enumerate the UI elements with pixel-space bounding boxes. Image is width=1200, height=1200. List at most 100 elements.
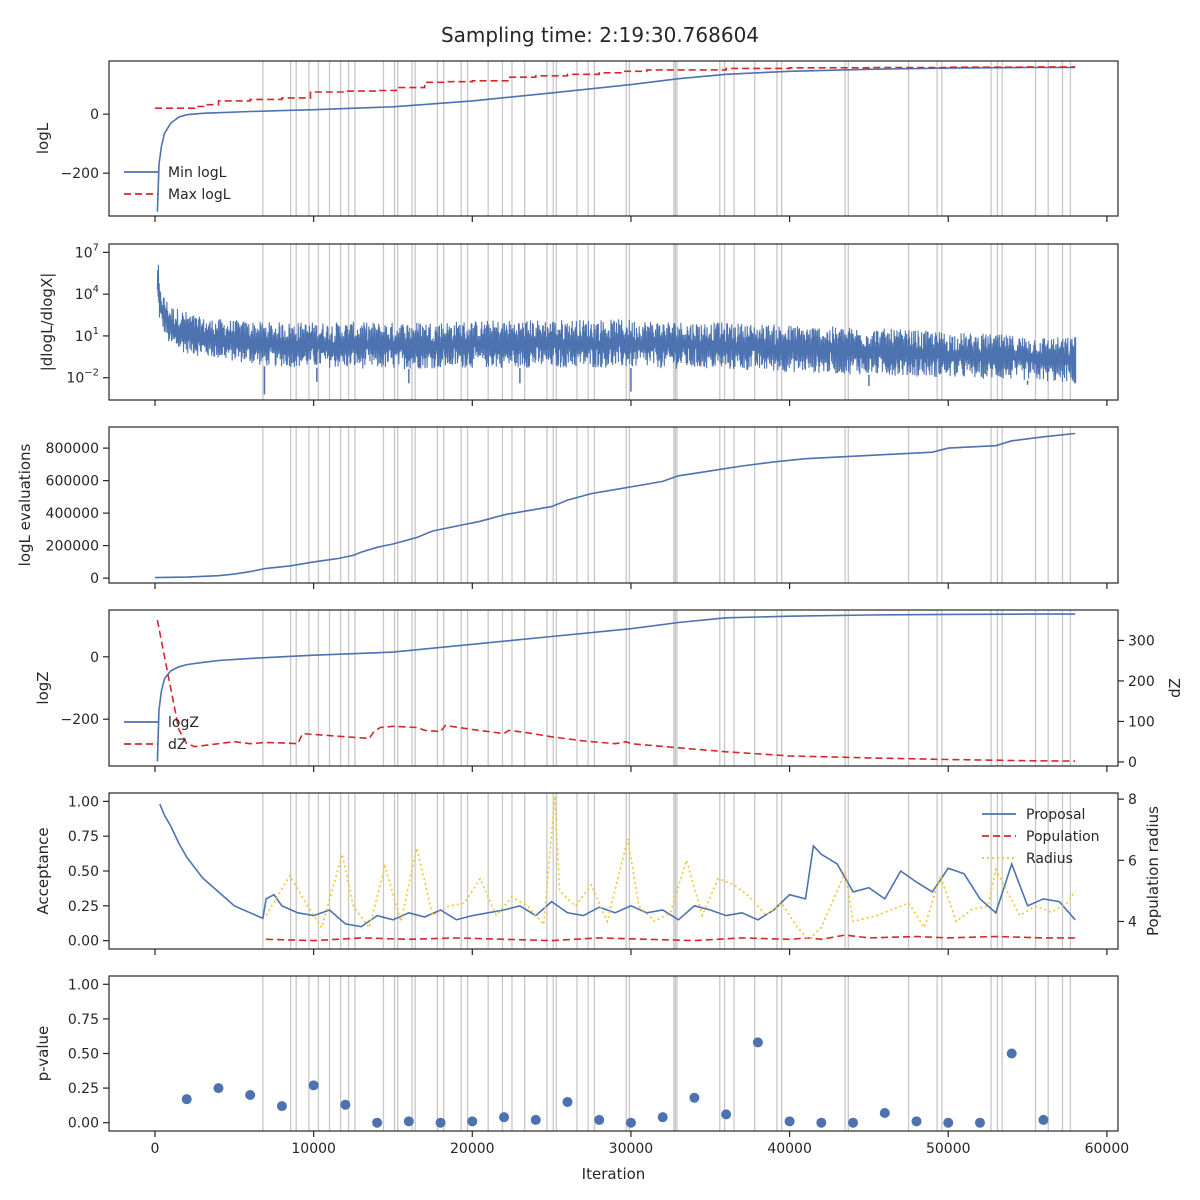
y-tick-label: 0 bbox=[90, 107, 99, 123]
panel-logz: 0 −200 logZ 0 100 200 300 dZ logZ dZ bbox=[34, 609, 1184, 772]
series-line-proposal bbox=[159, 803, 1076, 928]
y-tick-label: 800000 bbox=[46, 441, 99, 457]
vertical-markers bbox=[262, 244, 1072, 400]
legend-label: Population bbox=[1026, 829, 1100, 845]
y-tick-label: 101 bbox=[75, 326, 99, 345]
data-layer bbox=[156, 264, 1077, 395]
axes-frame bbox=[108, 426, 1119, 584]
data-point bbox=[816, 1117, 827, 1128]
data-point bbox=[879, 1108, 890, 1119]
y-right-tick-label: 0 bbox=[1128, 755, 1137, 771]
data-point bbox=[721, 1109, 732, 1120]
data-point bbox=[594, 1114, 605, 1125]
y-right-tick-label: 200 bbox=[1128, 674, 1155, 690]
legend: logZ dZ bbox=[124, 715, 199, 753]
data-layer bbox=[154, 432, 1076, 579]
y-tick-label: 0.75 bbox=[68, 1012, 99, 1028]
y-tick-label: 104 bbox=[75, 284, 99, 303]
data-point bbox=[403, 1116, 414, 1127]
panel-logl: 0 −200 logL Min logL Max logL bbox=[34, 60, 1119, 222]
data-point bbox=[911, 1116, 922, 1127]
x-tick-label: 50000 bbox=[926, 1141, 971, 1157]
y-axis-label: |dlogL/dlogX| bbox=[38, 273, 56, 372]
data-point bbox=[467, 1116, 478, 1127]
y-tick-label-exponent: 7 bbox=[93, 242, 99, 253]
axes-frame bbox=[108, 243, 1119, 401]
x-tick-label: 60000 bbox=[1085, 1141, 1130, 1157]
y-axis-label: Acceptance bbox=[34, 827, 52, 914]
series-line-nevals bbox=[154, 432, 1076, 579]
y-tick-label: 0.50 bbox=[68, 1047, 99, 1063]
legend-label: Max logL bbox=[168, 187, 231, 203]
data-point bbox=[943, 1117, 954, 1128]
y-tick-label-exponent: −2 bbox=[84, 368, 99, 379]
y-tick-label: 600000 bbox=[46, 474, 99, 490]
y-tick-label: 0.50 bbox=[68, 864, 99, 880]
data-point bbox=[435, 1117, 446, 1128]
x-tick-label: 40000 bbox=[767, 1141, 812, 1157]
data-layer bbox=[155, 66, 1076, 212]
data-point bbox=[340, 1099, 351, 1110]
vertical-markers bbox=[262, 427, 1072, 583]
y-tick-label-base: 10 bbox=[75, 245, 93, 261]
y-right-tick-label: 100 bbox=[1128, 714, 1155, 730]
data-point bbox=[848, 1117, 859, 1128]
y-tick-label: 0.25 bbox=[68, 1081, 99, 1097]
data-point bbox=[213, 1083, 224, 1094]
data-point bbox=[181, 1094, 192, 1105]
y-tick-label: 107 bbox=[75, 242, 99, 261]
series-line-max-logl bbox=[155, 66, 1076, 109]
y-tick-label: 10−2 bbox=[66, 368, 99, 387]
y-tick-label: 0.25 bbox=[68, 899, 99, 915]
data-point bbox=[499, 1112, 510, 1123]
data-point bbox=[752, 1037, 763, 1048]
y-tick-label: −200 bbox=[61, 166, 99, 182]
y-tick-label: 0 bbox=[90, 650, 99, 666]
x-tick-label: 0 bbox=[151, 1141, 160, 1157]
y-right-tick-label: 300 bbox=[1128, 633, 1155, 649]
y-tick-label: 1.00 bbox=[68, 794, 99, 810]
y-tick-label-exponent: 4 bbox=[93, 284, 99, 295]
y-right-tick-label: 6 bbox=[1128, 853, 1137, 869]
y-tick-label: 0 bbox=[90, 571, 99, 587]
data-point bbox=[308, 1080, 319, 1091]
vertical-markers bbox=[262, 793, 1072, 949]
series-line-population bbox=[266, 934, 1076, 942]
data-point bbox=[562, 1096, 573, 1107]
x-tick-label: 30000 bbox=[609, 1141, 654, 1157]
data-layer bbox=[181, 1037, 1049, 1128]
y-right-tick-label: 4 bbox=[1128, 914, 1137, 930]
data-point bbox=[784, 1116, 795, 1127]
y-tick-label-base: 10 bbox=[75, 329, 93, 345]
series-line-min-logl bbox=[156, 66, 1076, 212]
legend: Min logL Max logL bbox=[124, 165, 231, 203]
y-right-tick-label: 8 bbox=[1128, 792, 1137, 808]
data-point bbox=[1038, 1114, 1049, 1125]
x-axis-label: Iteration bbox=[582, 1165, 646, 1183]
data-point bbox=[625, 1117, 636, 1128]
x-tick-label: 10000 bbox=[291, 1141, 336, 1157]
y-axis-label: logL bbox=[34, 122, 52, 154]
y-axis-label: logL evaluations bbox=[16, 443, 34, 566]
legend-label: logZ bbox=[168, 715, 199, 731]
legend-label: dZ bbox=[168, 737, 186, 753]
axes-frame bbox=[108, 792, 1119, 950]
series-line-dlogl bbox=[156, 264, 1076, 382]
y-tick-label: −200 bbox=[61, 712, 99, 728]
y-tick-label-exponent: 1 bbox=[93, 326, 99, 337]
x-tick-label: 20000 bbox=[450, 1141, 495, 1157]
data-point bbox=[689, 1092, 700, 1103]
axes-frame bbox=[108, 609, 1119, 767]
vertical-markers bbox=[262, 610, 1072, 766]
data-point bbox=[372, 1117, 383, 1128]
y-tick-label: 400000 bbox=[46, 506, 99, 522]
y-tick-label: 0.00 bbox=[68, 1116, 99, 1132]
panel-nevals: 0 200000 400000 600000 800000 logL evaluation… bbox=[16, 426, 1119, 589]
data-layer bbox=[156, 613, 1076, 762]
panel-pvalue: 0 10000 20000 30000 40000 50000 60000 Iteration… bbox=[34, 975, 1130, 1183]
data-layer bbox=[159, 796, 1076, 942]
panel-acceptance: 0.00 0.25 0.50 0.75 1.00 Acceptance 4 6 8 Populat… bbox=[34, 792, 1162, 955]
y-tick-label: 0.00 bbox=[68, 934, 99, 950]
